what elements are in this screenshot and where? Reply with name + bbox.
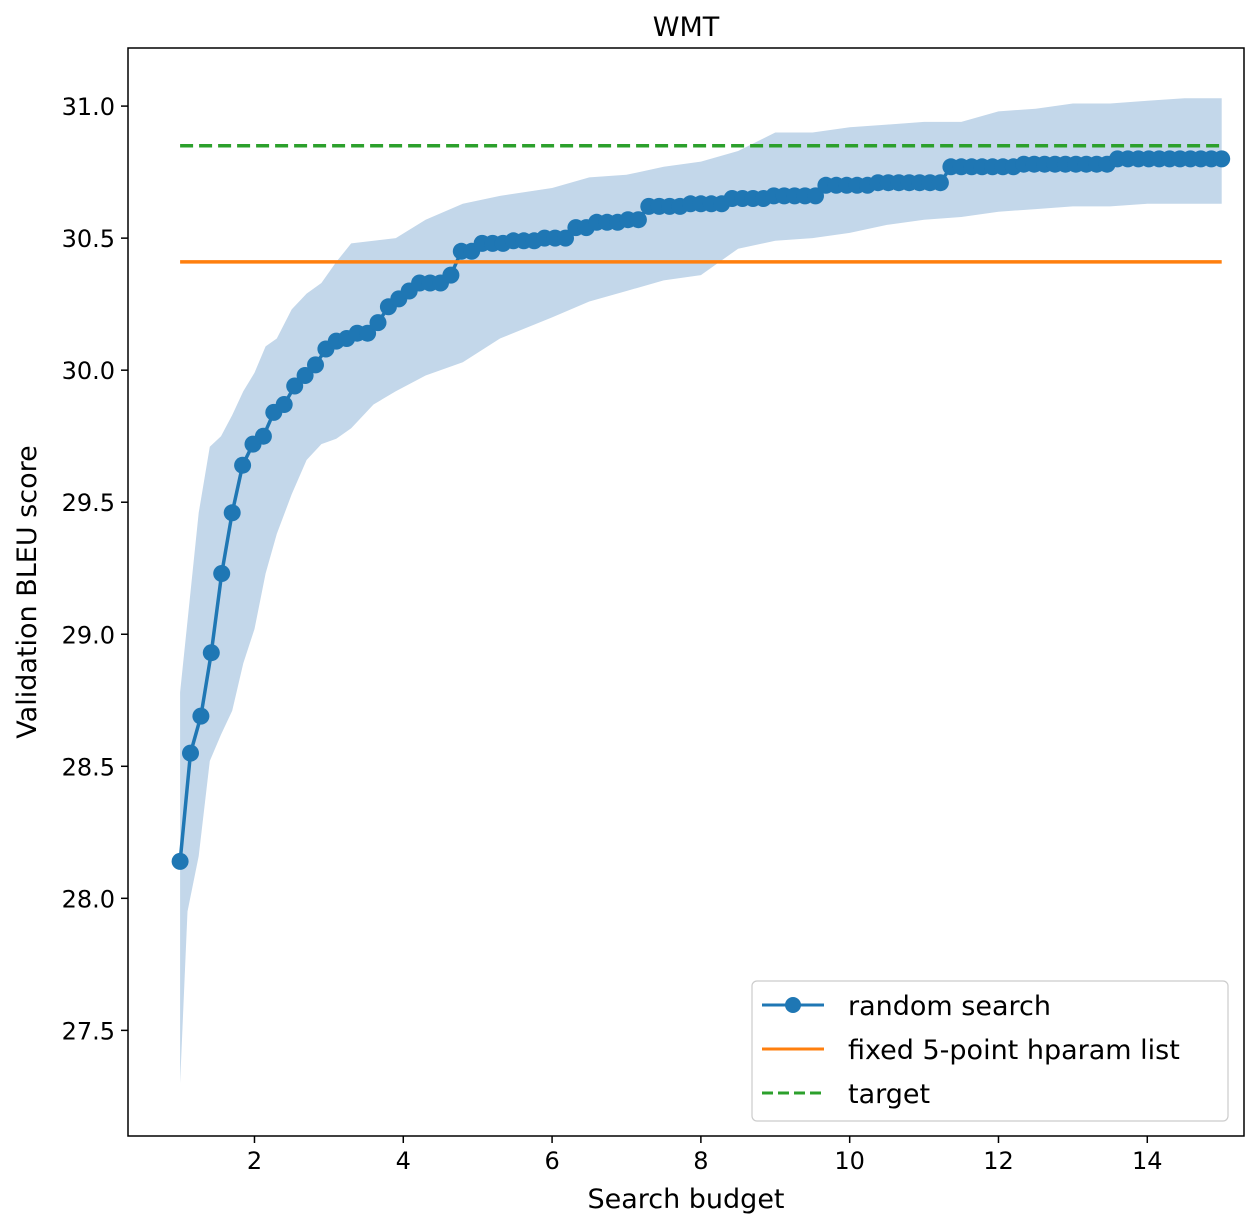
data-point — [442, 266, 460, 284]
y-tick-label: 29.5 — [62, 489, 115, 517]
data-point — [359, 324, 377, 342]
marker-layer — [171, 150, 1231, 870]
x-tick-label: 10 — [834, 1147, 865, 1175]
x-tick-label: 2 — [247, 1147, 262, 1175]
data-point — [182, 744, 199, 762]
legend-marker-random-search — [785, 997, 801, 1013]
y-axis-title: Validation BLEU score — [12, 445, 43, 738]
data-point — [286, 377, 304, 395]
plot-area — [171, 98, 1231, 1084]
y-tick-label: 31.0 — [62, 93, 115, 121]
x-axis-ticks: 2 4 6 8 10 12 14 — [247, 1136, 1163, 1175]
data-point — [307, 356, 324, 374]
data-point — [296, 367, 314, 384]
axes-frame — [127, 47, 1245, 1137]
data-point — [557, 229, 574, 247]
data-point — [275, 396, 293, 413]
data-point — [202, 644, 220, 662]
legend-label-random-search: random search — [848, 991, 1051, 1022]
legend-label-target: target — [848, 1079, 930, 1110]
y-tick-label: 30.5 — [62, 225, 115, 253]
data-point — [213, 565, 231, 582]
x-tick-label: 4 — [396, 1147, 411, 1175]
legend-box — [751, 980, 1229, 1122]
data-point — [629, 211, 647, 229]
y-axis-ticks: 27.5 28.0 28.5 29.0 29.5 30.0 30.5 31.0 — [62, 93, 128, 1045]
y-tick-label: 27.5 — [62, 1017, 115, 1045]
legend-label-fixed-list: fixed 5-point hparam list — [848, 1035, 1180, 1066]
data-point — [171, 852, 189, 870]
confidence-band — [180, 98, 1222, 1084]
x-tick-label: 8 — [693, 1147, 708, 1175]
data-point — [1213, 150, 1231, 168]
chart-title: WMT — [653, 12, 720, 43]
x-tick-label: 14 — [1132, 1147, 1163, 1175]
x-tick-label: 12 — [983, 1147, 1014, 1175]
data-point — [192, 707, 210, 725]
y-tick-label: 28.0 — [62, 885, 115, 913]
x-axis-title: Search budget — [587, 1184, 784, 1215]
data-point — [223, 504, 241, 522]
y-tick-label: 28.5 — [62, 753, 115, 781]
legend: random search fixed 5-point hparam list … — [751, 980, 1229, 1122]
data-point — [254, 427, 272, 445]
data-point — [234, 456, 252, 474]
data-point — [931, 174, 949, 192]
y-tick-label: 30.0 — [62, 357, 115, 385]
data-point — [807, 187, 824, 205]
data-point — [369, 314, 387, 332]
band-layer — [180, 98, 1222, 1084]
x-tick-label: 6 — [544, 1147, 559, 1175]
y-tick-label: 29.0 — [62, 621, 115, 649]
